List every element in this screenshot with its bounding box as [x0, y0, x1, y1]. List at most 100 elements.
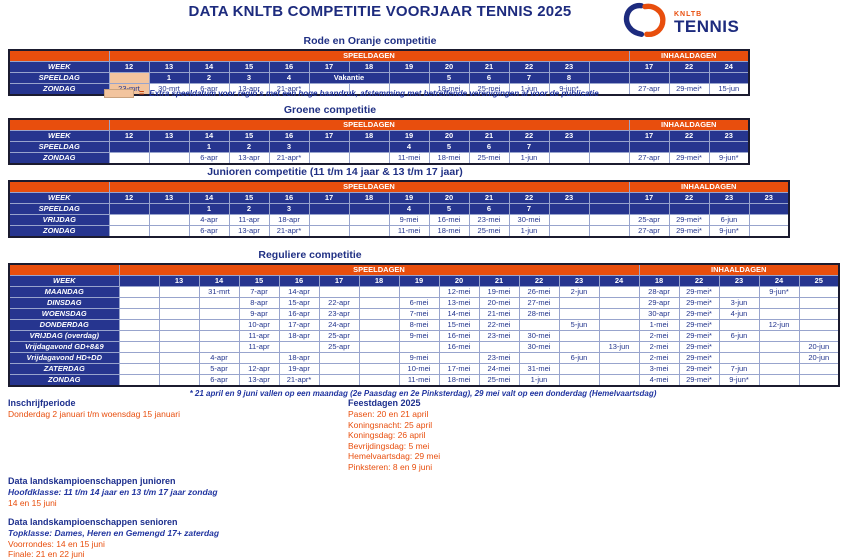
- row-label: WEEK: [8, 275, 120, 287]
- date-cell: [358, 363, 400, 375]
- inhaal-date-cell: 29-mei*: [678, 330, 720, 342]
- speelday-number-cell: [588, 72, 630, 84]
- date-cell: [118, 286, 160, 298]
- inhaal-date-cell: [798, 374, 840, 387]
- week-number-cell: 12: [108, 192, 150, 204]
- week-number-cell: 21: [468, 130, 510, 142]
- date-cell: [318, 363, 360, 375]
- date-cell: [518, 352, 560, 364]
- speelday-number-cell: 2: [228, 141, 270, 153]
- week-number-cell: 22: [508, 130, 550, 142]
- table-title: Reguliere competitie: [258, 249, 362, 261]
- date-cell: 9-mei: [388, 214, 430, 226]
- date-cell: 18-apr: [278, 352, 320, 364]
- table-row: VRIJDAG 4-apr 11-apr 18-apr 9-mei 16-mei 23-me…: [8, 214, 790, 226]
- knltb-logo: KNLTB TENNIS: [620, 2, 739, 43]
- inhaal-week-number-cell: 23: [708, 130, 750, 142]
- section-line: Topklasse: Dames, Heren en Gemengd 17+ z…: [8, 528, 220, 538]
- week-number-cell: 14: [188, 192, 230, 204]
- speelday-number-cell: 1: [188, 203, 230, 215]
- date-cell: 10-apr: [238, 319, 280, 331]
- inhaal-date-cell: 28-apr: [638, 286, 680, 298]
- date-cell: 7-apr: [238, 286, 280, 298]
- speelday-number-cell: 3: [268, 203, 310, 215]
- section-line: Koningsdag: 26 april: [348, 430, 426, 440]
- inhaal-date-cell: 29-mei*: [678, 341, 720, 353]
- speelday-number-cell: [108, 141, 150, 153]
- date-cell: 23-mei: [478, 352, 520, 364]
- section-lk-senioren: Data landskampioenschappen senioren Topk…: [8, 517, 219, 560]
- inhaal-date-cell: [718, 286, 760, 298]
- date-cell: [158, 363, 200, 375]
- week-number-cell: 22: [518, 275, 560, 287]
- speelday-number-cell: 2: [188, 72, 230, 84]
- week-number-cell: 15: [228, 192, 270, 204]
- date-cell: 31-mrt: [198, 286, 240, 298]
- inhaal-date-cell: [798, 297, 840, 309]
- inhaal-date-cell: 20-jun: [798, 341, 840, 353]
- date-cell: [318, 352, 360, 364]
- date-cell: [108, 225, 150, 238]
- section-title: Data landskampioenschappen junioren: [8, 476, 176, 486]
- week-number-cell: [588, 192, 630, 204]
- date-cell: [358, 286, 400, 298]
- table-row: SPEELDAG 1 2 3 4 Vakantie 5 6 7 8: [8, 72, 750, 84]
- inhaal-date-cell: 29-mei*: [668, 225, 710, 238]
- competitie-table: SPEELDAGEN INHAALDAGEN WEEK 12 13 14 15 16 17 18 1…: [8, 180, 790, 238]
- section-line: Finale: 21 en 22 juni: [8, 549, 85, 559]
- date-cell: 17-apr: [278, 319, 320, 331]
- date-cell: [158, 319, 200, 331]
- inhaal-week-number-cell: 22: [678, 275, 720, 287]
- inhaal-date-cell: 29-mei*: [678, 363, 720, 375]
- inhaal-date-cell: [718, 352, 760, 364]
- date-cell: 10-mei: [398, 363, 440, 375]
- date-cell: 30-mrt: [148, 83, 190, 96]
- band-corner: [8, 263, 120, 276]
- week-number-cell: 20: [428, 130, 470, 142]
- table-title: Groene competitie: [283, 104, 377, 116]
- date-cell: 11-mei: [398, 374, 440, 387]
- date-cell: [358, 352, 400, 364]
- speelday-number-cell: [348, 141, 390, 153]
- date-cell: 18-mei: [428, 83, 470, 96]
- section-title: Feestdagen 2025: [348, 398, 421, 408]
- row-label: VRIJDAG: [8, 214, 110, 226]
- speelday-number-cell: [108, 203, 150, 215]
- week-number-cell: 16: [268, 192, 310, 204]
- inhaal-week-number-cell: 23: [748, 192, 790, 204]
- inhaal-date-cell: 27-apr: [628, 225, 670, 238]
- page-title: DATA KNLTB COMPETITIE VOORJAAR TENNIS 20…: [188, 3, 572, 20]
- date-cell: 24-apr: [318, 319, 360, 331]
- date-cell: [318, 286, 360, 298]
- date-cell: [118, 363, 160, 375]
- band-corner: [8, 49, 110, 62]
- inhaal-date-cell: [758, 330, 800, 342]
- speelday-number-cell: 5: [428, 203, 470, 215]
- competitie-table: SPEELDAGEN INHAALDAGEN WEEK 12 13 14 15 16 17 18 1…: [8, 49, 750, 96]
- band-speeldagen: SPEELDAGEN: [118, 263, 640, 276]
- speelday-number-cell: 4: [268, 72, 310, 84]
- logo-brand-large: TENNIS: [674, 16, 740, 36]
- date-cell: [558, 297, 600, 309]
- date-cell: [318, 374, 360, 387]
- inhaal-date-cell: 29-mei*: [678, 374, 720, 387]
- date-cell: 12-apr: [238, 363, 280, 375]
- date-cell: [198, 308, 240, 320]
- date-cell: [308, 225, 350, 238]
- date-cell: 25-apr: [318, 330, 360, 342]
- date-cell: [598, 297, 640, 309]
- row-label: DINSDAG: [8, 297, 120, 309]
- inhaal-date-cell: [798, 363, 840, 375]
- inhaal-date-cell: 29-apr: [638, 297, 680, 309]
- week-number-cell: 19: [388, 130, 430, 142]
- date-cell: [438, 352, 480, 364]
- date-cell: [588, 152, 630, 165]
- speelday-number-cell: 6: [468, 203, 510, 215]
- table-row: MAANDAG 31-mrt 7-apr 14-apr 12-mei 19-mei 26-m…: [8, 286, 840, 298]
- inhaal-speelday-number-cell: [628, 141, 670, 153]
- date-cell: 13-apr: [228, 83, 270, 96]
- week-number-cell: 15: [228, 61, 270, 73]
- speelday-number-cell: Vakantie: [308, 72, 390, 84]
- table-row: ZATERDAG 5-apr 12-apr 19-apr 10-mei 17-mei 24-…: [8, 363, 840, 375]
- date-cell: [158, 297, 200, 309]
